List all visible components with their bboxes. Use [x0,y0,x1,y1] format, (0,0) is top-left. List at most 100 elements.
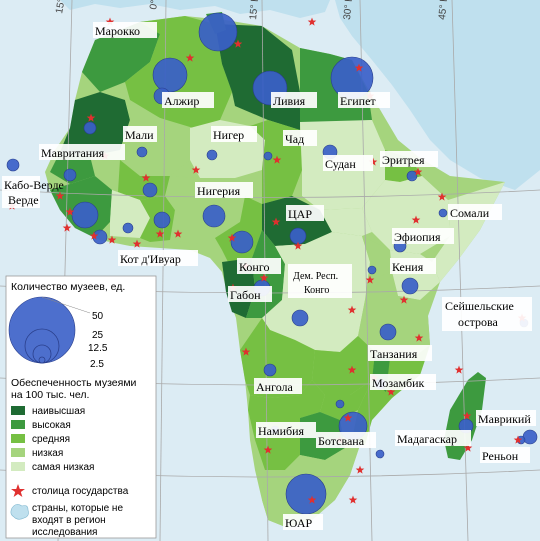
region-cote-divoire [110,190,150,238]
museum-circle-nigeria [202,204,226,228]
label-cape-verde: Кабо-Верде [4,178,64,192]
label-gabon: Габон [230,288,261,302]
label-algeria: Алжир [164,94,199,108]
museum-circle-uganda [367,265,377,275]
capital-star-6 [86,113,96,122]
capital-star-3 [307,17,317,26]
label-libya: Ливия [273,94,306,108]
legend-swatch-highest [11,406,25,415]
legend-swatch-high [11,420,25,429]
legend-class-high: высокая [32,420,71,431]
label-cape-verde-line2: Верде [8,193,39,207]
label-morocco: Марокко [95,24,140,38]
legend-museums-title: Количество музеев, ед. [11,281,125,293]
label-kenya: Кения [392,260,424,274]
museum-circle-ghana [153,211,171,229]
capital-star-0 [105,17,115,26]
label-sudan: Судан [325,157,356,171]
capital-star-39 [386,387,396,396]
legend-swatch-medium [11,434,25,443]
region-uganda [362,236,392,280]
museum-circle-south-africa [285,473,327,515]
capital-star-34 [454,365,464,374]
capital-star-2 [185,53,195,62]
capital-star-18 [62,223,72,232]
legend-excluded-line3: исследования [32,527,97,538]
capital-star-8 [141,173,151,182]
label-mauritius: Маврикий [478,412,531,426]
museum-circle-senegal [63,168,77,182]
capital-star-45 [307,495,317,504]
museum-circle-mauritius [522,429,538,445]
museum-circle-kenya [401,277,419,295]
capital-star-21 [132,239,142,248]
legend-size-25: 25 [92,330,104,341]
label-congo: Конго [239,260,269,274]
legend-excluded-line1: страны, которые не [32,503,123,514]
legend-circle-50 [8,296,76,364]
legend-class-lowest: самая низкая [32,462,94,473]
museum-circle-cameroon [230,230,254,254]
capital-star-14 [411,215,421,224]
label-chad: Чад [285,132,304,146]
museum-circle-burkina [142,182,158,198]
legend-excluded-swatch [10,504,29,520]
capital-star-30 [347,305,357,314]
capital-star-22 [155,229,165,238]
museum-circle-chad [263,151,273,161]
label-namibia: Намибия [258,424,305,438]
legend-class-highest: наивысшая [32,406,85,417]
capital-star-26 [293,241,303,250]
capital-star-25 [271,217,281,226]
country-labels: Марокко Алжир Ливия Египет Мали Нигер Ча… [2,22,536,530]
museum-circle-mali [136,146,148,158]
label-eritrea: Эритрея [382,153,425,167]
legend-size-2: 2.5 [90,359,104,370]
label-angola: Ангола [256,380,294,394]
capital-star-20 [107,235,117,244]
label-drc-line1: Дем. Респ. [293,271,338,282]
legend-coverage-title-line1: Обеспеченность музеями [11,377,137,389]
museum-circle-tunisia [198,12,238,52]
legend-capital-star [11,484,25,497]
capital-star-32 [399,295,409,304]
label-cote-divoire: Кот д'Ивуар [120,252,181,266]
museum-circle-cote-divoire [122,222,134,234]
museum-circle-angola [263,363,277,377]
museum-circle-zimbabwe [335,399,345,409]
capital-star-9 [191,165,201,174]
label-seychelles-line2: острова [458,315,499,329]
museum-circle-morocco [152,57,188,93]
grid-labels: 15° W 0° 15° E 30° E 45° E [54,0,450,20]
museum-circle-cape-verde [6,158,20,172]
capital-star-48 [463,443,473,452]
museum-circle-tanzania [379,323,397,341]
capital-star-4 [354,63,364,72]
grid-label-30e: 30° E [342,0,355,20]
grid-label-45e: 45° E [437,0,450,20]
region-zambia [312,336,375,395]
legend-size-50: 50 [92,311,104,322]
legend-circle-2 [38,356,46,364]
region-tanzania [358,272,430,360]
label-mozambique: Мозамбик [372,376,425,390]
label-drc-line2: Конго [304,285,329,296]
label-reunion: Реньон [482,449,519,463]
capital-star-36 [241,347,251,356]
capital-star-28 [259,273,269,282]
middle-east-excluded [335,0,540,190]
region-south-sudan [320,208,372,236]
label-madagascar: Мадагаскар [397,432,457,446]
legend: Количество музеев, ед. 50 25 12.5 2.5 Об… [5,275,157,539]
capital-star-46 [462,411,472,420]
label-somalia: Сомали [450,206,490,220]
label-botswana: Ботсвана [318,434,365,448]
museum-circle-drc [291,309,309,327]
label-egypt: Египет [340,94,376,108]
capital-star-23 [173,229,183,238]
capital-star-13 [437,192,447,201]
label-mauritania: Мавритания [41,146,105,160]
museum-circle-mauritania [83,121,97,135]
region-mauritania [60,92,130,156]
legend-class-low: низкая [32,448,63,459]
